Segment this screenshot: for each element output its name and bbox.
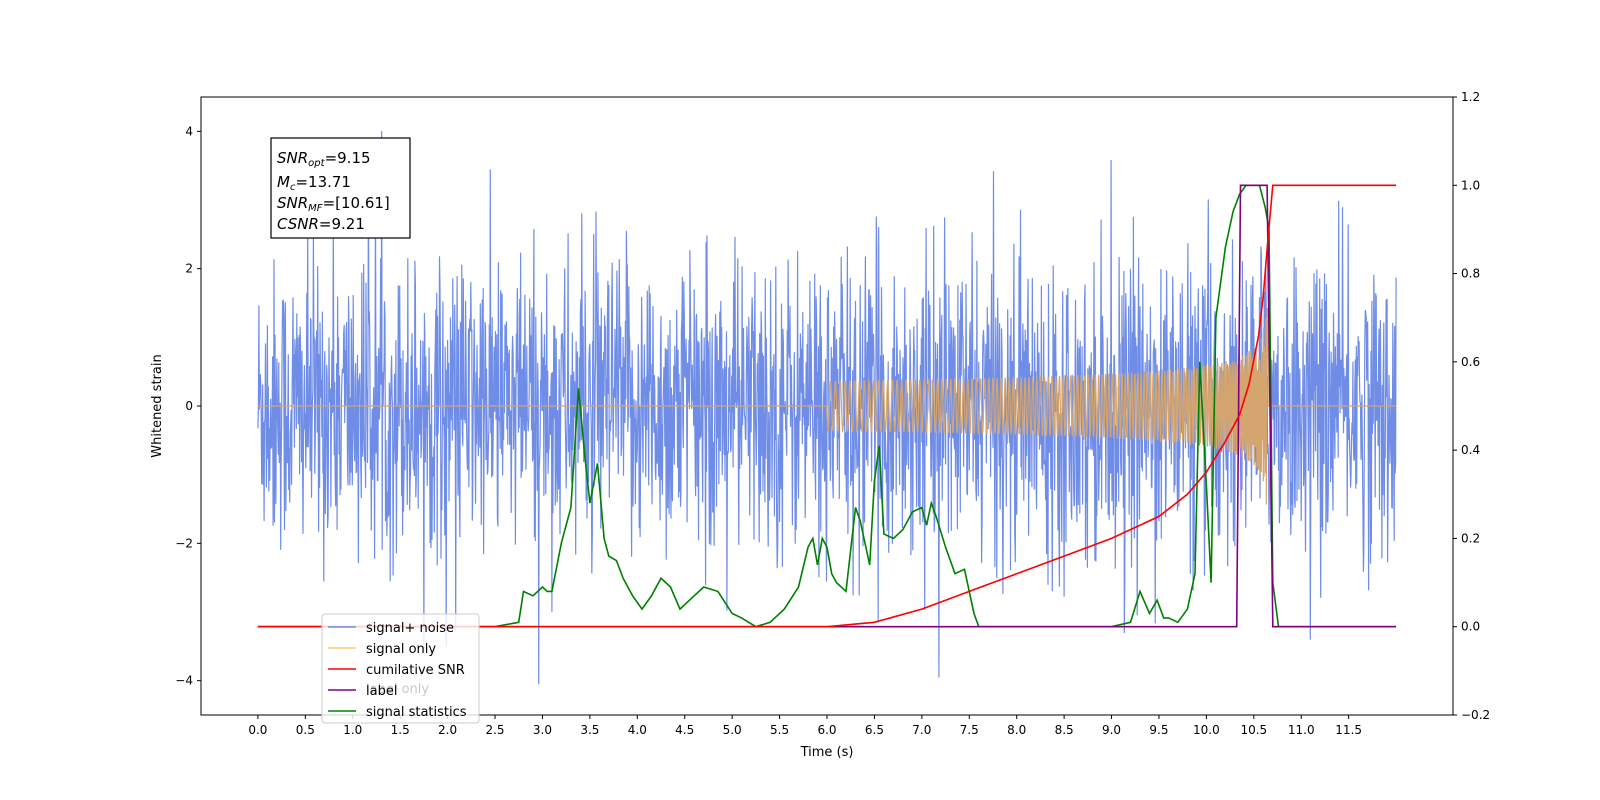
series-label xyxy=(257,184,1397,628)
x-tick-label: 2.5 xyxy=(485,723,504,737)
x-tick-label: 6.5 xyxy=(865,723,884,737)
signal-statistics-line xyxy=(257,184,1397,628)
x-tick-label: 5.0 xyxy=(723,723,742,737)
x-tick-label: 10.0 xyxy=(1193,723,1220,737)
series-cumulative-snr xyxy=(257,184,1397,628)
x-tick-label: 8.0 xyxy=(1007,723,1026,737)
x-tick-label: 9.5 xyxy=(1149,723,1168,737)
annotation-line: SNRopt=9.15 xyxy=(277,149,371,169)
x-tick-label: 9.0 xyxy=(1102,723,1121,737)
x-tick-label: 10.5 xyxy=(1240,723,1267,737)
x-tick-label: 3.5 xyxy=(580,723,599,737)
y2-tick-label: 0.4 xyxy=(1461,443,1480,457)
legend-entry-label: label xyxy=(366,684,397,699)
series-signal-only xyxy=(257,308,1397,505)
y2-tick-label: −0.2 xyxy=(1461,708,1490,722)
y-axis-left: 4 2 0 −2 −4 xyxy=(175,124,201,688)
legend: label only signal+ noise signal only cumila… xyxy=(321,613,480,724)
y-tick-label: −2 xyxy=(175,536,193,550)
legend-entry-label: signal only xyxy=(366,642,436,657)
plot-area xyxy=(257,130,1397,685)
x-tick-label: 7.5 xyxy=(960,723,979,737)
y2-tick-label: 0.8 xyxy=(1461,267,1480,281)
x-tick-label: 4.5 xyxy=(675,723,694,737)
x-tick-label: 8.5 xyxy=(1055,723,1074,737)
y2-tick-label: 1.2 xyxy=(1461,90,1480,104)
annotation-box: SNRopt=9.15 Mc=13.71SNRMF=[10.61]CSNR=9.2… xyxy=(270,137,411,239)
x-tick-label: 5.5 xyxy=(770,723,789,737)
signal-only-line xyxy=(257,308,1397,505)
y-tick-label: −4 xyxy=(175,674,193,688)
x-tick-label: 1.5 xyxy=(391,723,410,737)
annotation-line: Mc=13.71 xyxy=(277,173,351,193)
annotation-line: CSNR=9.21 xyxy=(277,215,365,233)
y-tick-label: 4 xyxy=(185,124,193,138)
y-axis-label: Whitened strain xyxy=(150,354,165,457)
y2-tick-label: 0.2 xyxy=(1461,531,1480,545)
legend-entry-label: cumilative SNR xyxy=(366,663,465,678)
x-axis-label: Time (s) xyxy=(800,745,854,760)
x-tick-label: 3.0 xyxy=(533,723,552,737)
x-tick-label: 0.0 xyxy=(248,723,267,737)
legend-entry-label: signal statistics xyxy=(366,705,467,720)
annotation-frame xyxy=(270,137,411,239)
y2-tick-label: 0.6 xyxy=(1461,355,1480,369)
label-line xyxy=(257,184,1397,628)
legend-frame xyxy=(321,613,480,724)
x-tick-label: 4.0 xyxy=(628,723,647,737)
legend-entry-label: signal+ noise xyxy=(366,621,454,636)
x-tick-label: 6.0 xyxy=(817,723,836,737)
y2-tick-label: 1.0 xyxy=(1461,178,1480,192)
x-tick-label: 7.0 xyxy=(912,723,931,737)
y-axis-right: 1.2 1.0 0.8 0.6 0.4 0.2 0.0 −0.2 xyxy=(1453,90,1490,722)
x-tick-label: 0.5 xyxy=(296,723,315,737)
y-tick-label: 2 xyxy=(185,262,193,276)
annotation-line: SNRMF=[10.61] xyxy=(277,194,390,214)
x-tick-label: 11.5 xyxy=(1335,723,1362,737)
y2-tick-label: 0.0 xyxy=(1461,620,1480,634)
series-signal-statistics xyxy=(257,184,1397,628)
x-tick-label: 1.0 xyxy=(343,723,362,737)
y-tick-label: 0 xyxy=(185,399,193,413)
x-tick-label: 2.0 xyxy=(438,723,457,737)
cumulative-snr-line xyxy=(257,184,1397,628)
x-axis: 0.0 0.5 1.0 1.5 2.0 2.5 3.0 3.5 4.0 4.5 5.0 5.5 6.0 6… xyxy=(248,715,1362,737)
legend-hidden-entry: label only xyxy=(366,682,429,697)
x-tick-label: 11.0 xyxy=(1288,723,1315,737)
